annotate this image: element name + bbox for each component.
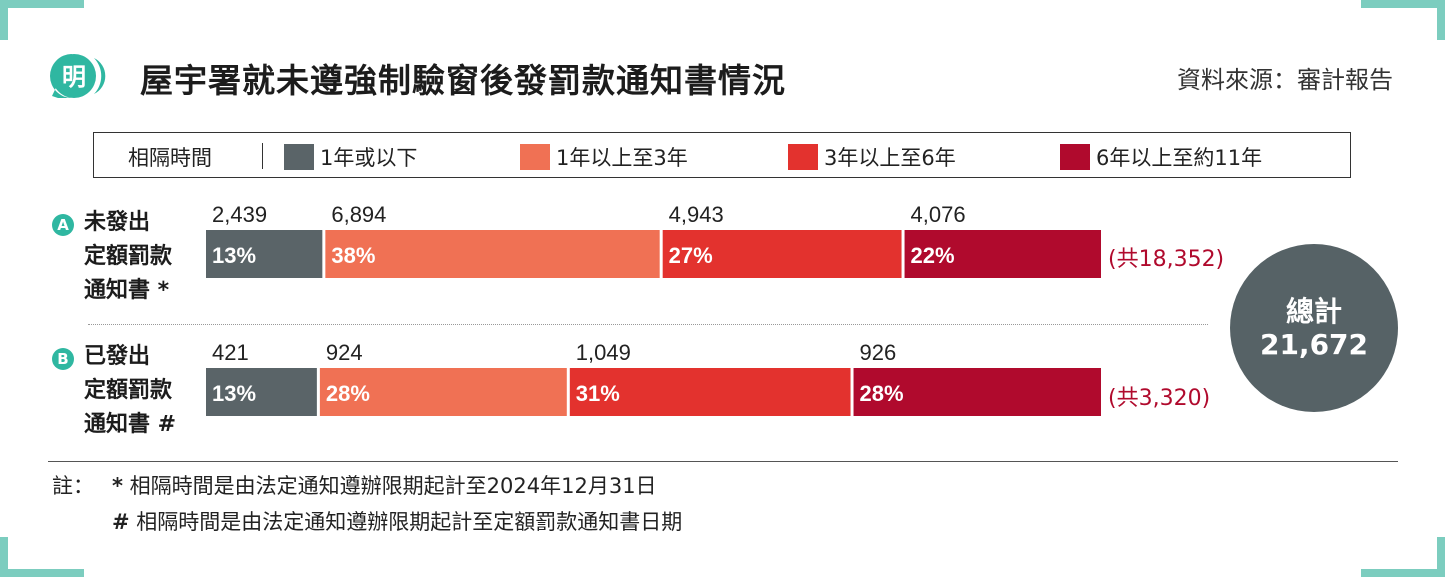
bar-row-1-seg-4 bbox=[904, 230, 1101, 278]
bar-row-1-seg-1 bbox=[206, 230, 323, 278]
legend-separator bbox=[262, 143, 263, 169]
value-label-row-2-seg-3: 1,049 bbox=[576, 340, 631, 365]
value-label-row-1-seg-1: 2,439 bbox=[212, 202, 267, 227]
legend-item-4: 6年以上至約11年 bbox=[1060, 142, 1262, 172]
percent-label-row-1-seg-4: 22% bbox=[911, 243, 955, 268]
percent-label-row-2-seg-2: 28% bbox=[326, 381, 370, 406]
frame-corner-top-left-v bbox=[0, 0, 8, 40]
legend-item-2: 1年以上至3年 bbox=[520, 142, 688, 172]
note-1-text: 相隔時間是由法定通知遵辦限期起計至2024年12月31日 bbox=[129, 474, 657, 498]
frame-corner-bottom-left-v bbox=[0, 537, 8, 577]
chart-title: 屋宇署就未遵強制驗窗後發罰款通知書情況 bbox=[140, 61, 786, 100]
row-a-badge: A bbox=[52, 214, 74, 236]
bar-row-2-seg-4 bbox=[853, 368, 1101, 416]
notes-heading: 註： bbox=[52, 474, 94, 498]
legend-swatch-4 bbox=[1060, 144, 1090, 170]
row-a-label-2: 定額罰款 bbox=[84, 244, 173, 269]
frame-corner-top-right bbox=[1361, 0, 1445, 8]
note-2: # 相隔時間是由法定通知遵辦限期起計至定額罰款通知書日期 bbox=[112, 506, 682, 536]
value-label-row-2-seg-1: 421 bbox=[212, 340, 249, 365]
legend-item-3-label: 3年以上至6年 bbox=[824, 146, 956, 170]
value-label-row-1-seg-2: 6,894 bbox=[331, 202, 386, 227]
percent-label-row-2-seg-1: 13% bbox=[212, 381, 256, 406]
legend-swatch-3 bbox=[788, 144, 818, 170]
grand-total-value: 21,672 bbox=[1259, 328, 1369, 361]
legend-swatch-2 bbox=[520, 144, 550, 170]
frame-corner-bottom-left bbox=[0, 569, 84, 577]
row-b-label-2: 定額罰款 bbox=[84, 378, 173, 403]
grand-total-label: 總計 bbox=[1285, 295, 1342, 328]
note-1: * 相隔時間是由法定通知遵辦限期起計至2024年12月31日 bbox=[112, 470, 657, 500]
value-label-row-1-seg-3: 4,943 bbox=[669, 202, 724, 227]
row-b-label-3: 通知書 # bbox=[84, 412, 177, 437]
bar-row-2-seg-1 bbox=[206, 368, 317, 416]
source-note: 資料來源：審計報告 bbox=[1177, 66, 1393, 94]
legend: 相隔時間 1年或以下 1年以上至3年 3年以上至6年 6年以上至約11年 bbox=[93, 132, 1351, 178]
note-2-mark: # bbox=[112, 510, 130, 534]
logo-char: 明 bbox=[62, 62, 86, 91]
row-b-total: (共3,320) bbox=[1108, 386, 1211, 411]
bar-row-2-seg-2 bbox=[319, 368, 567, 416]
legend-item-3: 3年以上至6年 bbox=[788, 142, 956, 172]
publisher-logo: 明 bbox=[48, 52, 118, 100]
frame-corner-bottom-right bbox=[1361, 569, 1445, 577]
notes-divider bbox=[48, 461, 1398, 462]
row-a-label-1: 未發出 bbox=[84, 210, 151, 235]
grand-total-circle: 總計 21,672 bbox=[1230, 244, 1398, 412]
percent-label-row-2-seg-3: 31% bbox=[576, 381, 620, 406]
legend-item-1: 1年或以下 bbox=[284, 142, 417, 172]
frame-corner-bottom-right-v bbox=[1437, 537, 1445, 577]
percent-label-row-1-seg-3: 27% bbox=[669, 243, 713, 268]
row-divider bbox=[88, 324, 1208, 325]
note-2-text: 相隔時間是由法定通知遵辦限期起計至定額罰款通知書日期 bbox=[136, 510, 683, 534]
percent-label-row-2-seg-4: 28% bbox=[860, 381, 904, 406]
value-label-row-1-seg-4: 4,076 bbox=[911, 202, 966, 227]
bar-row-1-seg-2 bbox=[325, 230, 660, 278]
bar-row-1-seg-3 bbox=[662, 230, 902, 278]
legend-swatch-1 bbox=[284, 144, 314, 170]
legend-label: 相隔時間 bbox=[128, 146, 212, 170]
value-label-row-2-seg-2: 924 bbox=[326, 340, 363, 365]
note-1-mark: * bbox=[112, 474, 123, 498]
frame-corner-top-left bbox=[0, 0, 84, 8]
bar-row-2-seg-3 bbox=[569, 368, 851, 416]
frame-corner-top-right-v bbox=[1437, 0, 1445, 40]
row-a-total: (共18,352) bbox=[1108, 247, 1225, 272]
legend-item-4-label: 6年以上至約11年 bbox=[1096, 146, 1263, 170]
row-b-label-1: 已發出 bbox=[84, 344, 151, 369]
legend-item-2-label: 1年以上至3年 bbox=[556, 146, 688, 170]
row-a-label-3: 通知書 * bbox=[84, 278, 170, 303]
row-b-badge: B bbox=[52, 348, 74, 370]
legend-item-1-label: 1年或以下 bbox=[320, 146, 418, 170]
percent-label-row-1-seg-2: 38% bbox=[331, 243, 375, 268]
value-label-row-2-seg-4: 926 bbox=[860, 340, 897, 365]
percent-label-row-1-seg-1: 13% bbox=[212, 243, 256, 268]
